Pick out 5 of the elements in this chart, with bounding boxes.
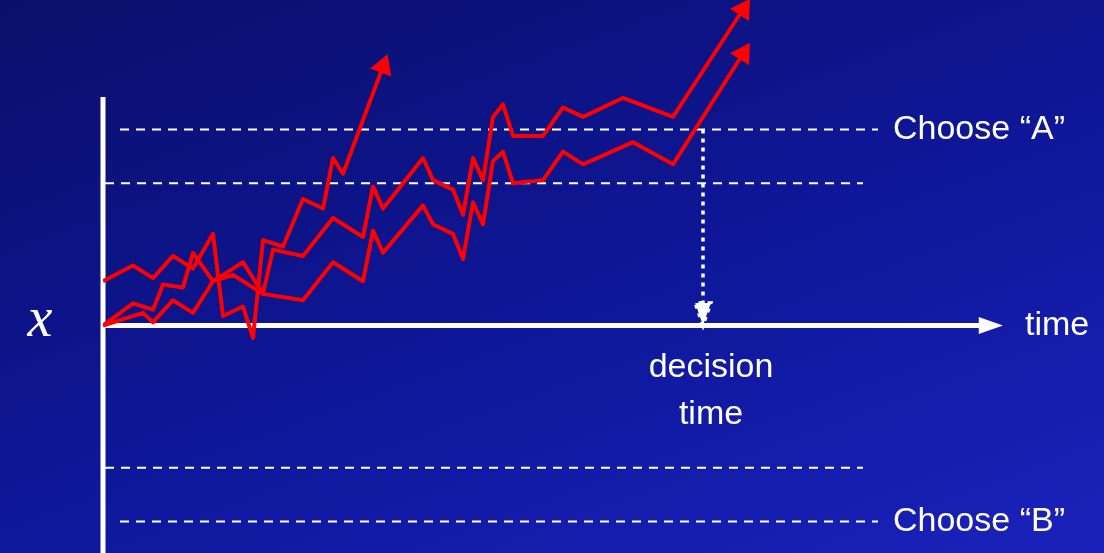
text: decision time: [648, 345, 774, 431]
x-axis-title: time: [1025, 303, 1090, 342]
ref-line-label: Choose “A”: [893, 107, 1065, 146]
y-axis-title: x: [26, 286, 53, 349]
ref-line-label: Choose “B”: [893, 499, 1065, 538]
